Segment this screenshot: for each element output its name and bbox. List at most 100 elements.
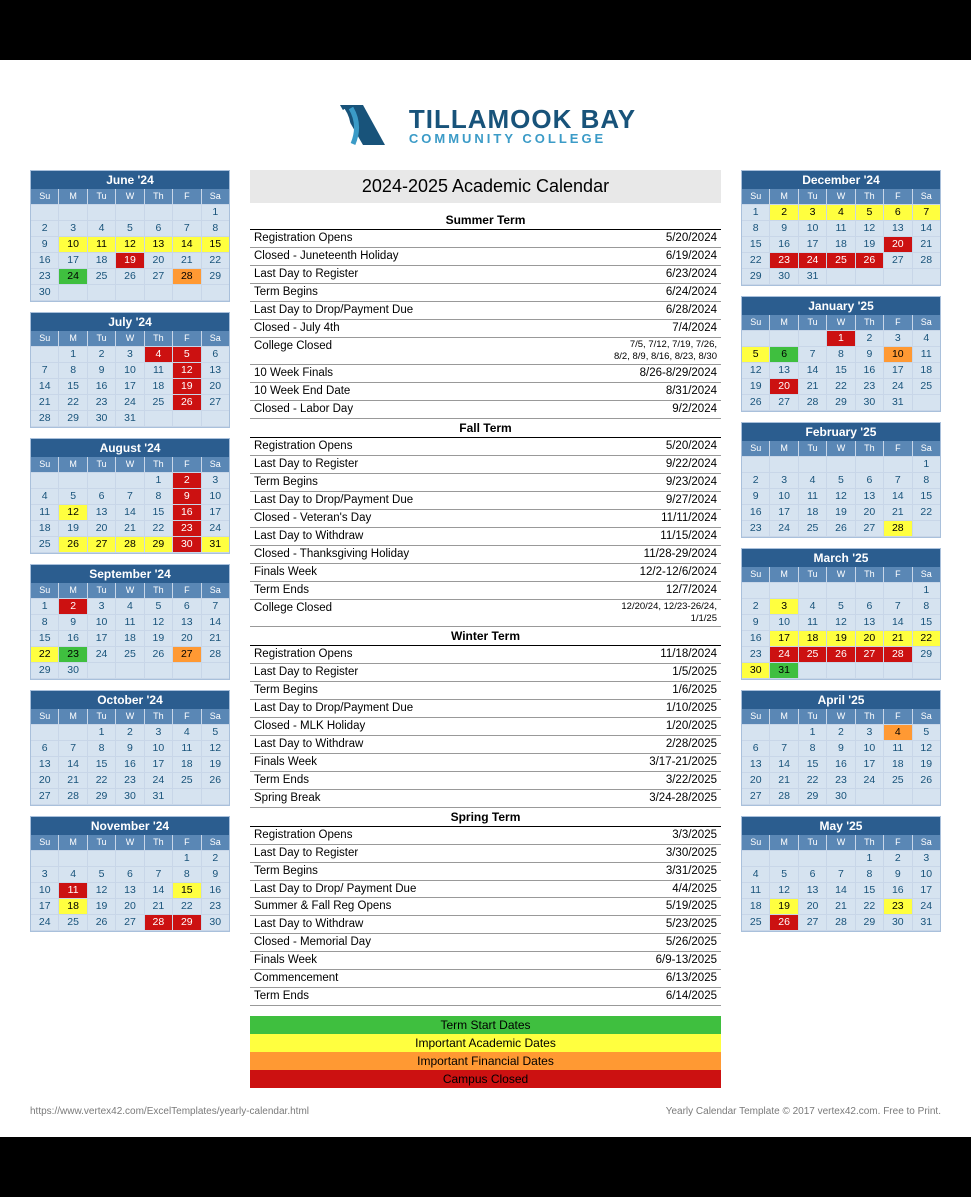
day-cell: 1 bbox=[31, 599, 59, 615]
day-cell: 24 bbox=[799, 253, 827, 269]
day-cell: 16 bbox=[742, 505, 770, 521]
event-row: Registration Opens11/18/2024 bbox=[250, 646, 721, 664]
left-months-column: June '24SuMTuWThFSa123456789101112131415… bbox=[30, 170, 230, 1088]
empty-cell bbox=[31, 851, 59, 867]
day-cell: 13 bbox=[799, 883, 827, 899]
empty-cell bbox=[770, 457, 798, 473]
day-cell: 16 bbox=[742, 631, 770, 647]
day-cell: 24 bbox=[856, 773, 884, 789]
day-cell: 4 bbox=[31, 489, 59, 505]
day-cell: 27 bbox=[856, 647, 884, 663]
day-cell: 10 bbox=[770, 489, 798, 505]
day-cell: 18 bbox=[59, 899, 87, 915]
day-cell: 28 bbox=[770, 789, 798, 805]
day-cell: 30 bbox=[884, 915, 912, 931]
day-cell: 14 bbox=[827, 883, 855, 899]
day-cell: 1 bbox=[59, 347, 87, 363]
day-cell: 11 bbox=[145, 363, 173, 379]
day-cell: 1 bbox=[88, 725, 116, 741]
day-cell: 2 bbox=[173, 473, 201, 489]
day-cell: 7 bbox=[145, 867, 173, 883]
day-cell: 27 bbox=[88, 537, 116, 553]
dow-cell: Th bbox=[145, 331, 173, 347]
event-date: 6/28/2024 bbox=[666, 303, 717, 318]
empty-cell bbox=[116, 473, 144, 489]
month-block: April '25SuMTuWThFSa12345678910111213141… bbox=[741, 690, 941, 806]
event-row: Finals Week12/2-12/6/2024 bbox=[250, 564, 721, 582]
event-row: Term Begins9/23/2024 bbox=[250, 474, 721, 492]
empty-cell bbox=[913, 663, 940, 679]
day-cell: 19 bbox=[88, 899, 116, 915]
day-cell: 9 bbox=[88, 363, 116, 379]
day-cell: 4 bbox=[799, 599, 827, 615]
day-cell: 8 bbox=[173, 867, 201, 883]
empty-cell bbox=[116, 285, 144, 301]
event-date: 9/2/2024 bbox=[672, 402, 717, 417]
day-cell: 9 bbox=[202, 867, 229, 883]
empty-cell bbox=[88, 205, 116, 221]
empty-cell bbox=[913, 269, 940, 285]
event-name: Term Ends bbox=[254, 989, 666, 1004]
day-cell: 13 bbox=[742, 757, 770, 773]
event-name: Last Day to Register bbox=[254, 846, 666, 861]
footer-left: https://www.vertex42.com/ExcelTemplates/… bbox=[30, 1106, 309, 1117]
day-cell: 6 bbox=[884, 205, 912, 221]
day-cell: 16 bbox=[59, 631, 87, 647]
day-cell: 12 bbox=[59, 505, 87, 521]
empty-cell bbox=[202, 285, 229, 301]
dow-cell: F bbox=[884, 835, 912, 851]
day-cell: 19 bbox=[173, 379, 201, 395]
empty-cell bbox=[742, 851, 770, 867]
day-cell: 7 bbox=[202, 599, 229, 615]
event-name: Last Day to Register bbox=[254, 457, 666, 472]
day-cell: 19 bbox=[827, 505, 855, 521]
day-cell: 26 bbox=[770, 915, 798, 931]
event-row: Term Ends12/7/2024 bbox=[250, 582, 721, 600]
event-name: College Closed bbox=[254, 601, 621, 626]
empty-cell bbox=[856, 457, 884, 473]
event-name: Closed - Labor Day bbox=[254, 402, 672, 417]
event-row: Term Begins1/6/2025 bbox=[250, 682, 721, 700]
day-cell: 20 bbox=[856, 631, 884, 647]
day-cell: 30 bbox=[856, 395, 884, 411]
day-cell: 30 bbox=[202, 915, 229, 931]
day-cell: 18 bbox=[116, 631, 144, 647]
empty-cell bbox=[770, 851, 798, 867]
day-cell: 8 bbox=[31, 615, 59, 631]
day-cell: 26 bbox=[742, 395, 770, 411]
day-cell: 14 bbox=[59, 757, 87, 773]
empty-cell bbox=[827, 583, 855, 599]
dow-cell: Tu bbox=[799, 567, 827, 583]
dow-cell: W bbox=[827, 835, 855, 851]
event-row: Last Day to Withdraw5/23/2025 bbox=[250, 916, 721, 934]
day-cell: 12 bbox=[145, 615, 173, 631]
dow-cell: Tu bbox=[799, 835, 827, 851]
day-cell: 25 bbox=[88, 269, 116, 285]
dow-cell: Tu bbox=[88, 457, 116, 473]
dow-cell: Tu bbox=[799, 189, 827, 205]
day-cell: 8 bbox=[88, 741, 116, 757]
day-cell: 7 bbox=[799, 347, 827, 363]
day-cell: 14 bbox=[202, 615, 229, 631]
month-title: March '25 bbox=[742, 549, 940, 567]
day-cell: 12 bbox=[116, 237, 144, 253]
day-cell: 25 bbox=[799, 521, 827, 537]
day-cell: 10 bbox=[145, 741, 173, 757]
day-cell: 14 bbox=[31, 379, 59, 395]
empty-cell bbox=[31, 347, 59, 363]
day-cell: 10 bbox=[202, 489, 229, 505]
empty-cell bbox=[742, 331, 770, 347]
day-cell: 27 bbox=[31, 789, 59, 805]
day-cell: 20 bbox=[742, 773, 770, 789]
day-cell: 30 bbox=[116, 789, 144, 805]
day-cell: 31 bbox=[202, 537, 229, 553]
day-cell: 30 bbox=[59, 663, 87, 679]
day-cell: 24 bbox=[116, 395, 144, 411]
dow-cell: Su bbox=[31, 457, 59, 473]
dow-cell: Th bbox=[145, 835, 173, 851]
day-cell: 5 bbox=[116, 221, 144, 237]
day-cell: 21 bbox=[799, 379, 827, 395]
event-date: 5/23/2025 bbox=[666, 917, 717, 932]
day-cell: 4 bbox=[173, 725, 201, 741]
day-cell: 12 bbox=[827, 615, 855, 631]
